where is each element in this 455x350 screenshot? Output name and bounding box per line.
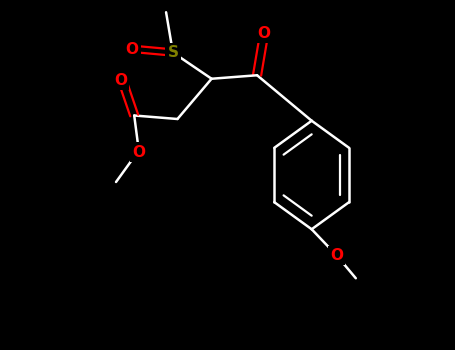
Text: O: O (114, 73, 127, 88)
Text: O: O (258, 26, 270, 41)
Text: S: S (167, 45, 178, 60)
Text: O: O (132, 145, 145, 160)
Text: O: O (330, 248, 343, 263)
Text: O: O (126, 42, 138, 56)
